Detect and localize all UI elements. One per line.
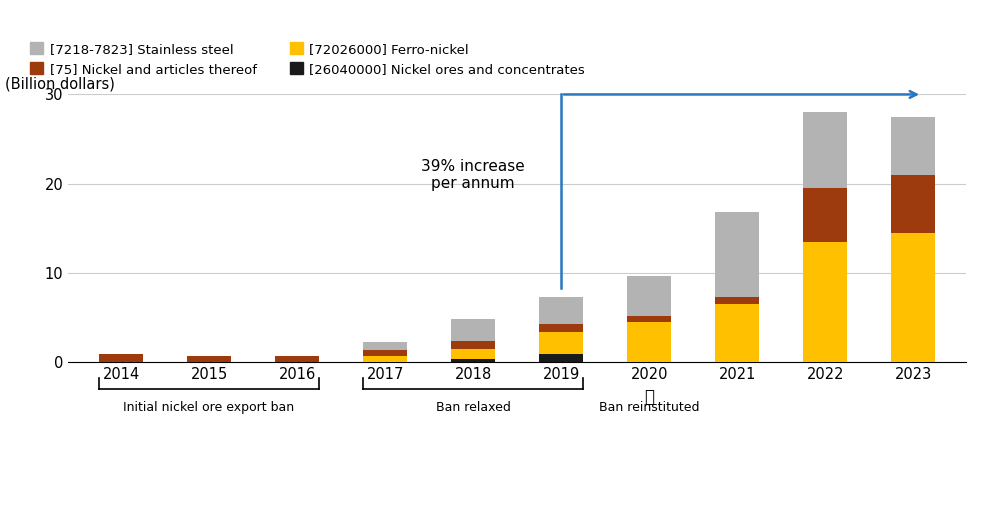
Bar <box>715 304 759 362</box>
Bar <box>540 354 583 362</box>
Text: Initial nickel ore export ban: Initial nickel ore export ban <box>124 401 294 414</box>
Bar <box>627 322 671 362</box>
Bar <box>627 276 671 316</box>
Bar <box>451 341 495 349</box>
Bar <box>363 342 407 350</box>
Bar <box>363 356 407 362</box>
Bar <box>99 354 143 362</box>
Bar <box>363 350 407 356</box>
Text: 39% increase
per annum: 39% increase per annum <box>421 158 525 191</box>
Bar <box>803 188 848 242</box>
Bar <box>540 297 583 324</box>
Bar <box>451 349 495 359</box>
Bar <box>540 332 583 354</box>
Bar <box>187 356 232 362</box>
Text: 🔒: 🔒 <box>645 388 654 406</box>
Bar <box>451 319 495 341</box>
Text: Ban relaxed: Ban relaxed <box>436 401 510 414</box>
Bar <box>451 359 495 362</box>
Bar <box>891 233 935 362</box>
Text: (Billion dollars): (Billion dollars) <box>5 77 115 92</box>
Text: Ban reinstituted: Ban reinstituted <box>598 401 699 414</box>
Bar <box>627 316 671 322</box>
Bar <box>275 356 319 362</box>
Bar <box>891 117 935 175</box>
Bar <box>803 242 848 362</box>
Legend: [7218-7823] Stainless steel, [75] Nickel and articles thereof, [72026000] Ferro-: [7218-7823] Stainless steel, [75] Nickel… <box>30 42 586 76</box>
Bar <box>715 297 759 304</box>
Bar <box>715 212 759 297</box>
Bar <box>891 175 935 233</box>
Bar <box>803 112 848 188</box>
Bar <box>540 324 583 332</box>
